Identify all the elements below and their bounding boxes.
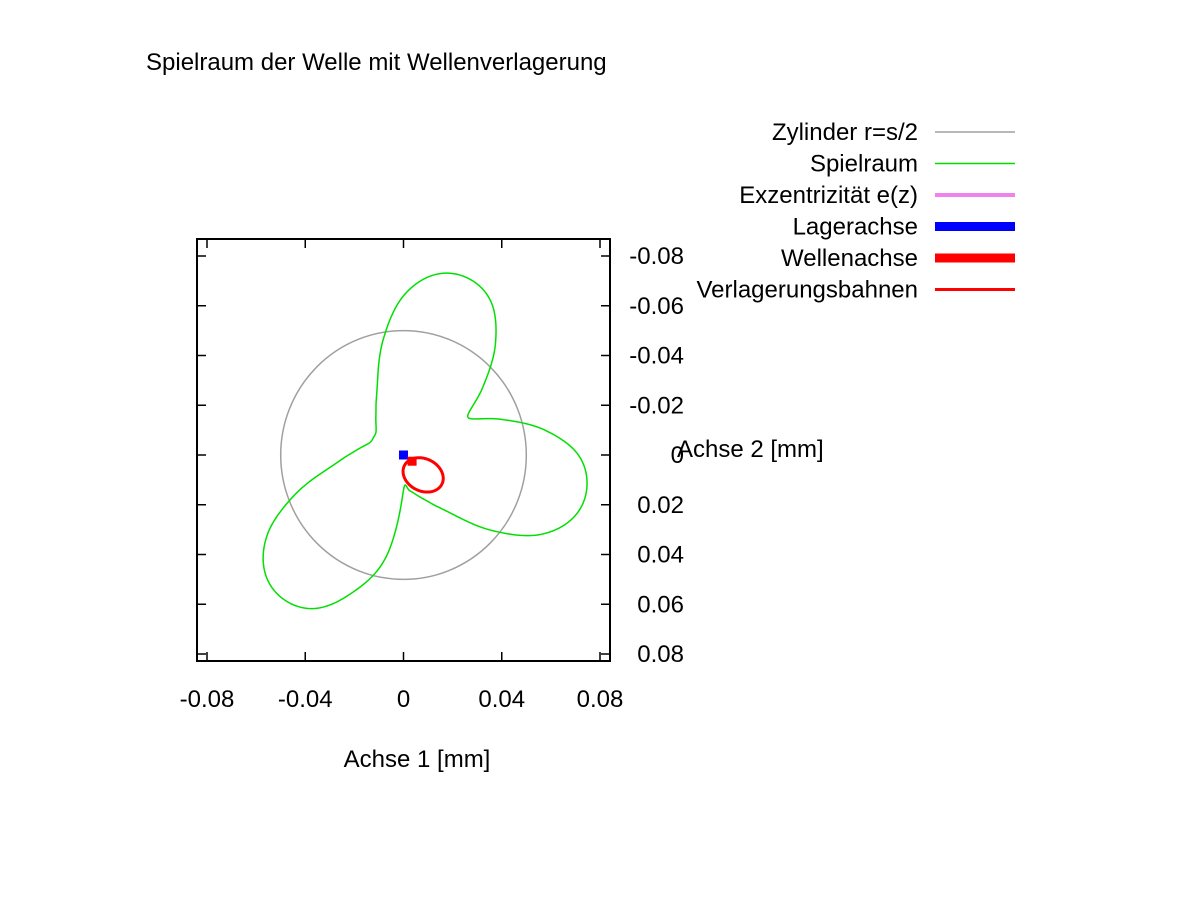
- legend-label-spielraum: Spielraum: [810, 151, 918, 178]
- legend-label-lagerachse: Lagerachse: [793, 214, 918, 241]
- y-tick-label-6: 0.04: [637, 542, 684, 569]
- y-tick-label-1: -0.06: [629, 293, 684, 320]
- legend-label-exzentrizitat-e-z: Exzentrizität e(z): [739, 182, 918, 209]
- x-tick-label-3: 0.04: [478, 686, 525, 713]
- y-tick-label-8: 0.08: [637, 641, 684, 668]
- x-tick-label-0: -0.08: [180, 686, 235, 713]
- y-tick-label-7: 0.06: [637, 591, 684, 618]
- x-tick-label-4: 0.08: [577, 686, 624, 713]
- y-tick-label-0: -0.08: [629, 243, 684, 270]
- plot-area: -0.08 -0.04 0 0.04 0.08 -0.08 -0.06 -0.04 -0.02 0…: [180, 238, 684, 713]
- point-lagerachse: [399, 450, 408, 460]
- y-axis-label: Achse 2 [mm]: [677, 436, 824, 463]
- x-axis-label: Achse 1 [mm]: [344, 746, 491, 773]
- series-verlagerungsbahnen: [401, 456, 445, 494]
- series-zylinder-r-s-2: [279, 329, 528, 581]
- y-tick-label-3: -0.02: [629, 392, 684, 419]
- y-tick-label-2: -0.04: [629, 343, 684, 370]
- series-spielraum: [262, 272, 588, 610]
- y-tick-label-5: 0.02: [637, 492, 684, 519]
- legend-label-zylinder-r-s-2: Zylinder r=s/2: [772, 119, 918, 146]
- legend-label-verlagerungsbahnen: Verlagerungsbahnen: [696, 277, 918, 304]
- point-wellenachse: [407, 456, 417, 466]
- legend-label-wellenachse: Wellenachse: [781, 245, 918, 272]
- x-tick-label-2: 0: [397, 686, 410, 713]
- chart-title: Spielraum der Welle mit Wellenverlagerun…: [146, 49, 607, 76]
- y-tick-label-4: 0: [671, 442, 684, 469]
- x-tick-label-1: -0.04: [278, 686, 333, 713]
- legend: Zylinder r=s/2 Spielraum Exzentrizität e(z…: [696, 119, 1015, 304]
- plot-frame: [196, 238, 611, 662]
